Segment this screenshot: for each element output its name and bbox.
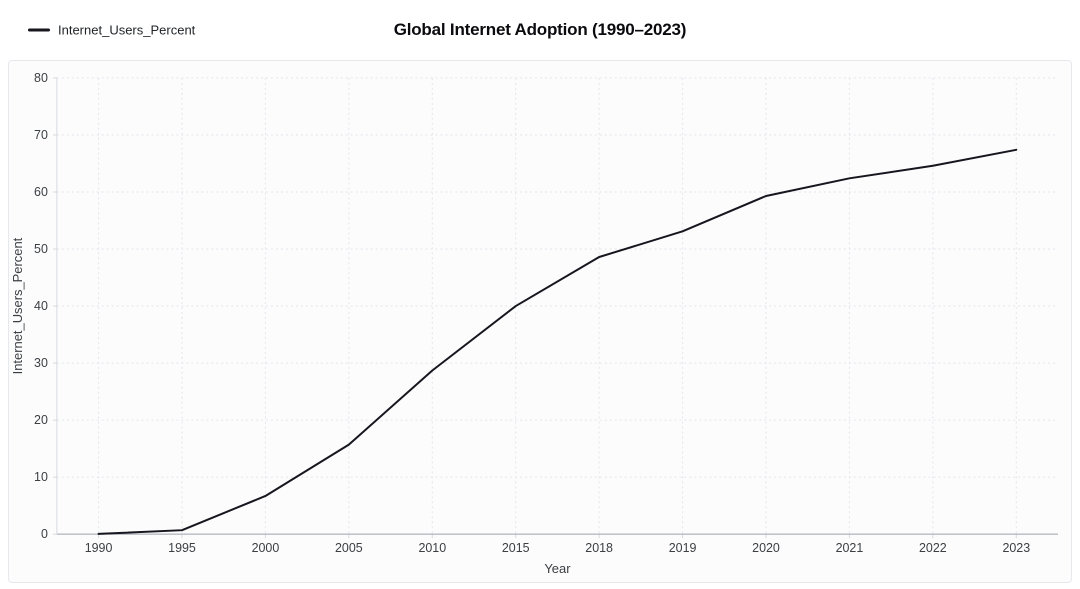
y-axis-title: Internet_Users_Percent (10, 237, 25, 374)
y-tick-label: 40 (34, 299, 48, 313)
y-tick-label: 70 (34, 128, 48, 142)
x-tick-label: 2022 (919, 541, 947, 555)
x-tick-label: 2019 (669, 541, 697, 555)
x-tick-label: 2010 (418, 541, 446, 555)
x-tick-label: 2020 (752, 541, 780, 555)
x-tick-label: 2021 (836, 541, 864, 555)
legend-label: Internet_Users_Percent (58, 22, 196, 38)
y-tick-label: 10 (34, 470, 48, 484)
legend-line-swatch (28, 28, 50, 32)
legend: Internet_Users_Percent (28, 23, 195, 38)
y-tick-label: 0 (41, 527, 48, 541)
y-tick-label: 80 (34, 71, 48, 85)
series-line-Internet_Users_Percent (97, 148, 1018, 535)
chart-header: Internet_Users_Percent Global Internet A… (0, 0, 1080, 60)
x-tick-label: 2000 (252, 541, 280, 555)
x-axis-title: Year (544, 561, 571, 576)
x-tick-label: 2018 (585, 541, 613, 555)
x-tick-label: 1990 (85, 541, 113, 555)
y-tick-label: 60 (34, 185, 48, 199)
x-tick-label: 2023 (1002, 541, 1030, 555)
chart-panel: 0 10 20 30 40 50 60 70 80 1990 1995 2000 2005 2010 201… (8, 60, 1072, 583)
y-tick-label: 20 (34, 413, 48, 427)
x-tick-label: 2015 (502, 541, 530, 555)
chart-title: Global Internet Adoption (1990–2023) (393, 20, 687, 39)
line-chart: 0 10 20 30 40 50 60 70 80 1990 1995 2000 2005 2010 201… (10, 71, 1059, 576)
y-tick-label: 30 (34, 356, 48, 370)
y-tick-label: 50 (34, 242, 48, 256)
x-tick-label: 1995 (168, 541, 196, 555)
x-tick-label: 2005 (335, 541, 363, 555)
